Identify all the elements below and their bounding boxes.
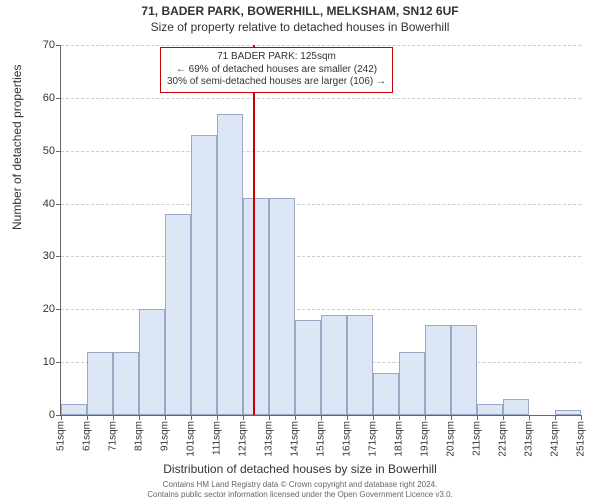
histogram-bar [321, 315, 347, 415]
x-tick-label: 241sqm [550, 421, 561, 457]
annotation-line3: 30% of semi-detached houses are larger (… [167, 76, 386, 89]
x-tick [503, 415, 504, 420]
histogram-bar [269, 198, 295, 415]
x-tick-label: 211sqm [472, 421, 483, 456]
x-tick [87, 415, 88, 420]
plot-area: 01020304050607051sqm61sqm71sqm81sqm91sqm… [60, 45, 581, 416]
y-tick-label: 50 [43, 145, 55, 157]
x-tick-label: 91sqm [160, 421, 171, 451]
title-main: 71, BADER PARK, BOWERHILL, MELKSHAM, SN1… [0, 4, 600, 18]
x-tick [243, 415, 244, 420]
footnote-line2: Contains public sector information licen… [147, 490, 453, 499]
x-tick-label: 251sqm [576, 421, 587, 457]
annotation-line1: 71 BADER PARK: 125sqm [167, 51, 386, 64]
x-tick-label: 181sqm [394, 421, 405, 457]
y-tick-label: 20 [43, 303, 55, 315]
x-tick-label: 201sqm [446, 421, 457, 457]
histogram-bar [165, 214, 191, 415]
x-tick [295, 415, 296, 420]
x-tick [113, 415, 114, 420]
x-tick-label: 161sqm [342, 421, 353, 457]
x-tick [269, 415, 270, 420]
chart-area: 01020304050607051sqm61sqm71sqm81sqm91sqm… [60, 45, 580, 415]
x-tick [555, 415, 556, 420]
x-tick-label: 131sqm [264, 421, 275, 457]
histogram-bar [451, 325, 477, 415]
histogram-bar [347, 315, 373, 415]
marker-line [253, 45, 255, 415]
title-sub: Size of property relative to detached ho… [0, 20, 600, 34]
y-tick-label: 40 [43, 198, 55, 210]
x-tick [347, 415, 348, 420]
grid-line [61, 256, 581, 257]
y-tick [56, 204, 61, 205]
x-tick-label: 51sqm [56, 421, 67, 451]
y-tick-label: 0 [49, 409, 55, 421]
x-tick-label: 61sqm [82, 421, 93, 451]
x-tick [529, 415, 530, 420]
y-tick [56, 309, 61, 310]
annotation-box: 71 BADER PARK: 125sqm ← 69% of detached … [160, 47, 393, 93]
x-tick-label: 81sqm [134, 421, 145, 451]
footnote: Contains HM Land Registry data © Crown c… [0, 480, 600, 499]
annotation-line2: ← 69% of detached houses are smaller (24… [167, 64, 386, 77]
x-tick [373, 415, 374, 420]
footnote-line1: Contains HM Land Registry data © Crown c… [163, 480, 438, 489]
x-tick-label: 231sqm [524, 421, 535, 457]
y-tick [56, 45, 61, 46]
x-tick [451, 415, 452, 420]
y-tick [56, 256, 61, 257]
histogram-bar [87, 352, 113, 415]
histogram-bar [425, 325, 451, 415]
x-tick [191, 415, 192, 420]
grid-line [61, 151, 581, 152]
histogram-bar [503, 399, 529, 415]
x-tick-label: 121sqm [238, 421, 249, 457]
x-tick [477, 415, 478, 420]
x-tick [425, 415, 426, 420]
y-tick-label: 60 [43, 92, 55, 104]
histogram-bar [139, 309, 165, 415]
histogram-bar [243, 198, 269, 415]
y-axis-label: Number of detached properties [10, 65, 24, 230]
x-tick-label: 151sqm [316, 421, 327, 457]
x-tick [217, 415, 218, 420]
x-tick-label: 141sqm [290, 421, 301, 457]
grid-line [61, 98, 581, 99]
x-tick [581, 415, 582, 420]
chart-container: 71, BADER PARK, BOWERHILL, MELKSHAM, SN1… [0, 0, 600, 500]
x-tick [61, 415, 62, 420]
x-tick [139, 415, 140, 420]
x-tick [399, 415, 400, 420]
y-tick-label: 70 [43, 39, 55, 51]
x-tick-label: 101sqm [186, 421, 197, 457]
histogram-bar [295, 320, 321, 415]
y-tick [56, 151, 61, 152]
y-tick-label: 10 [43, 356, 55, 368]
x-axis-label: Distribution of detached houses by size … [0, 462, 600, 476]
histogram-bar [373, 373, 399, 415]
grid-line [61, 45, 581, 46]
y-tick [56, 98, 61, 99]
x-tick-label: 191sqm [420, 421, 431, 457]
grid-line [61, 204, 581, 205]
x-tick-label: 221sqm [498, 421, 509, 457]
histogram-bar [191, 135, 217, 415]
x-tick [165, 415, 166, 420]
histogram-bar [399, 352, 425, 415]
x-tick-label: 171sqm [368, 421, 379, 457]
x-tick-label: 71sqm [108, 421, 119, 451]
histogram-bar [113, 352, 139, 415]
histogram-bar [217, 114, 243, 415]
x-tick [321, 415, 322, 420]
x-tick-label: 111sqm [212, 421, 223, 455]
y-tick [56, 362, 61, 363]
histogram-bar [555, 410, 581, 415]
histogram-bar [61, 404, 87, 415]
y-tick-label: 30 [43, 250, 55, 262]
histogram-bar [477, 404, 503, 415]
